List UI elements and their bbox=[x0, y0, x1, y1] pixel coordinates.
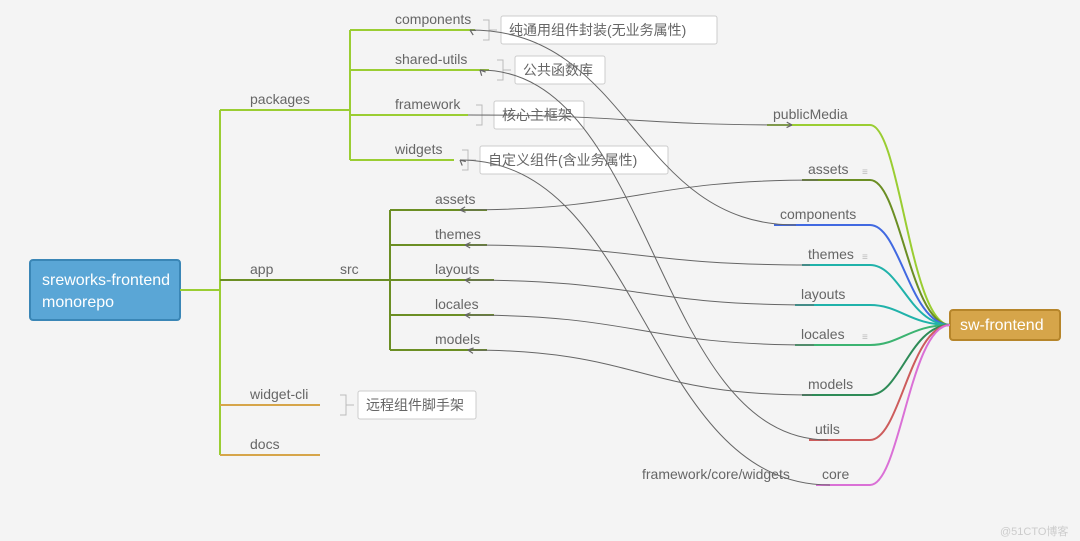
root-box bbox=[30, 260, 180, 320]
note-widget-cli: 远程组件脚手架 bbox=[366, 397, 464, 413]
branch-label-widget-cli: widget-cli bbox=[249, 386, 308, 402]
rbranch-label-locales: locales bbox=[801, 326, 845, 342]
arrow-3 bbox=[465, 245, 810, 265]
src-label: src bbox=[340, 261, 359, 277]
rbranch-line-layouts bbox=[795, 305, 950, 325]
branch-label-app: app bbox=[250, 261, 274, 277]
branch-label-docs: docs bbox=[250, 436, 280, 452]
arrowhead bbox=[460, 160, 466, 166]
bracket-widget-cli bbox=[340, 395, 354, 415]
rbranch-line-core bbox=[816, 325, 950, 485]
note-shared-utils: 公共函数库 bbox=[523, 62, 593, 78]
child-label-models: models bbox=[435, 331, 480, 347]
bracket-components bbox=[483, 20, 497, 40]
child-label-locales: locales bbox=[435, 296, 479, 312]
root-label-1: sreworks-frontend bbox=[42, 272, 170, 289]
child-label-themes: themes bbox=[435, 226, 481, 242]
note-components: 纯通用组件封装(无业务属性) bbox=[509, 22, 686, 38]
arrowhead bbox=[470, 30, 476, 35]
arrow-6 bbox=[468, 350, 812, 395]
rbranch-label-assets: assets bbox=[808, 161, 848, 177]
bracket-shared-utils bbox=[497, 60, 511, 80]
child-label-layouts: layouts bbox=[435, 261, 479, 277]
arrow-5 bbox=[465, 315, 814, 345]
rbranch-label-models: models bbox=[808, 376, 853, 392]
arrow-2 bbox=[460, 180, 818, 210]
rbranch-icon: ≡ bbox=[862, 332, 868, 343]
child-label-assets: assets bbox=[435, 191, 475, 207]
rbranch-label-utils: utils bbox=[815, 421, 840, 437]
right-label: sw-frontend bbox=[960, 317, 1044, 334]
rbranch-extra: framework/core/widgets bbox=[642, 466, 790, 482]
child-label-components: components bbox=[395, 11, 471, 27]
rbranch-label-publicMedia: publicMedia bbox=[773, 106, 848, 122]
note-widgets: 自定义组件(含业务属性) bbox=[488, 152, 637, 168]
rbranch-line-components bbox=[774, 225, 950, 325]
rbranch-label-layouts: layouts bbox=[801, 286, 845, 302]
arrow-4 bbox=[465, 280, 814, 305]
child-label-widgets: widgets bbox=[394, 141, 442, 157]
rbranch-icon: ≡ bbox=[862, 252, 868, 263]
root-label-2: monorepo bbox=[42, 294, 114, 311]
rbranch-label-components: components bbox=[780, 206, 856, 222]
child-label-framework: framework bbox=[395, 96, 461, 112]
rbranch-label-core: core bbox=[822, 466, 849, 482]
rbranch-label-themes: themes bbox=[808, 246, 854, 262]
child-label-shared-utils: shared-utils bbox=[395, 51, 467, 67]
branch-label-packages: packages bbox=[250, 91, 310, 107]
watermark: @51CTO博客 bbox=[1000, 524, 1068, 538]
rbranch-icon: ≡ bbox=[862, 167, 868, 178]
